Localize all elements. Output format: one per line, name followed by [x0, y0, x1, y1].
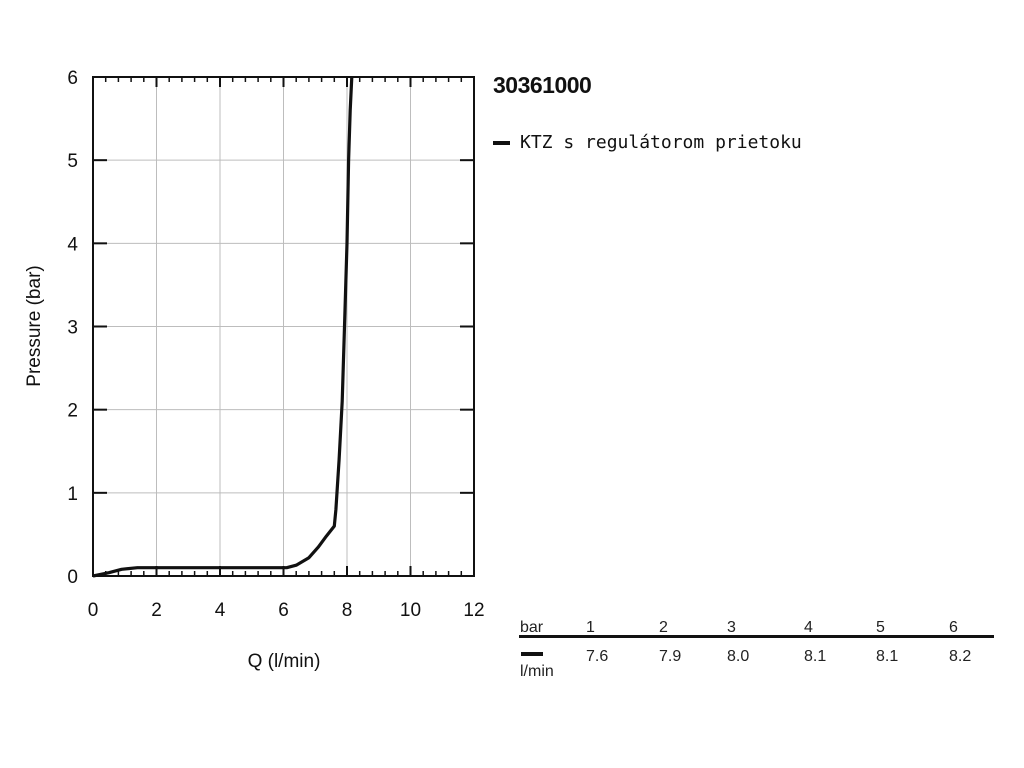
y-tick-label: 3: [67, 318, 78, 339]
value-table-flow: 8.2: [949, 648, 972, 665]
x-tick-label: 12: [463, 600, 484, 621]
value-table-flow: 7.9: [659, 648, 682, 665]
value-table-series-swatch: [521, 652, 543, 656]
value-table-flow: 7.6: [586, 648, 609, 665]
x-tick-label: 8: [342, 600, 353, 621]
legend-swatch: [493, 140, 510, 145]
x-tick-label: 6: [278, 600, 289, 621]
value-table: bar l/min 1 2 3 4 5 6 7.6 7.9 8.0 8.1 8.…: [519, 618, 995, 688]
y-tick-label: 5: [67, 151, 78, 172]
value-table-pressure: 2: [659, 619, 668, 636]
value-table-flow: 8.1: [804, 648, 827, 665]
value-table-pressure-unit: bar: [520, 619, 544, 636]
x-tick-label: 2: [151, 600, 162, 621]
chart-grid: [93, 77, 474, 576]
y-tick-label: 4: [67, 234, 78, 255]
value-table-rule: [519, 635, 994, 638]
value-table-flow: 8.1: [876, 648, 899, 665]
y-axis-label: Pressure (bar): [24, 265, 45, 386]
x-axis-label: Q (l/min): [248, 651, 321, 672]
y-tick-label: 1: [67, 484, 78, 505]
x-tick-label: 4: [215, 600, 226, 621]
value-table-pressure: 1: [586, 619, 595, 636]
y-tick-label: 6: [67, 68, 78, 89]
value-table-pressure: 3: [727, 619, 736, 636]
legend-label: KTZ s regulátorom prietoku: [520, 132, 802, 153]
legend: KTZ s regulátorom prietoku: [493, 132, 802, 153]
value-table-pressure: 6: [949, 619, 958, 636]
value-table-flow-unit: l/min: [520, 663, 554, 680]
series-line-ktz: [92, 76, 354, 578]
x-tick-label: 0: [88, 600, 99, 621]
plot-frame: [92, 76, 475, 577]
value-table-pressure: 4: [804, 619, 813, 636]
y-tick-label: 0: [67, 567, 78, 588]
value-table-pressure: 5: [876, 619, 885, 636]
value-table-flow: 8.0: [727, 648, 750, 665]
x-tick-label: 10: [400, 600, 421, 621]
chart-title: 30361000: [493, 72, 592, 98]
y-tick-label: 2: [67, 401, 78, 422]
